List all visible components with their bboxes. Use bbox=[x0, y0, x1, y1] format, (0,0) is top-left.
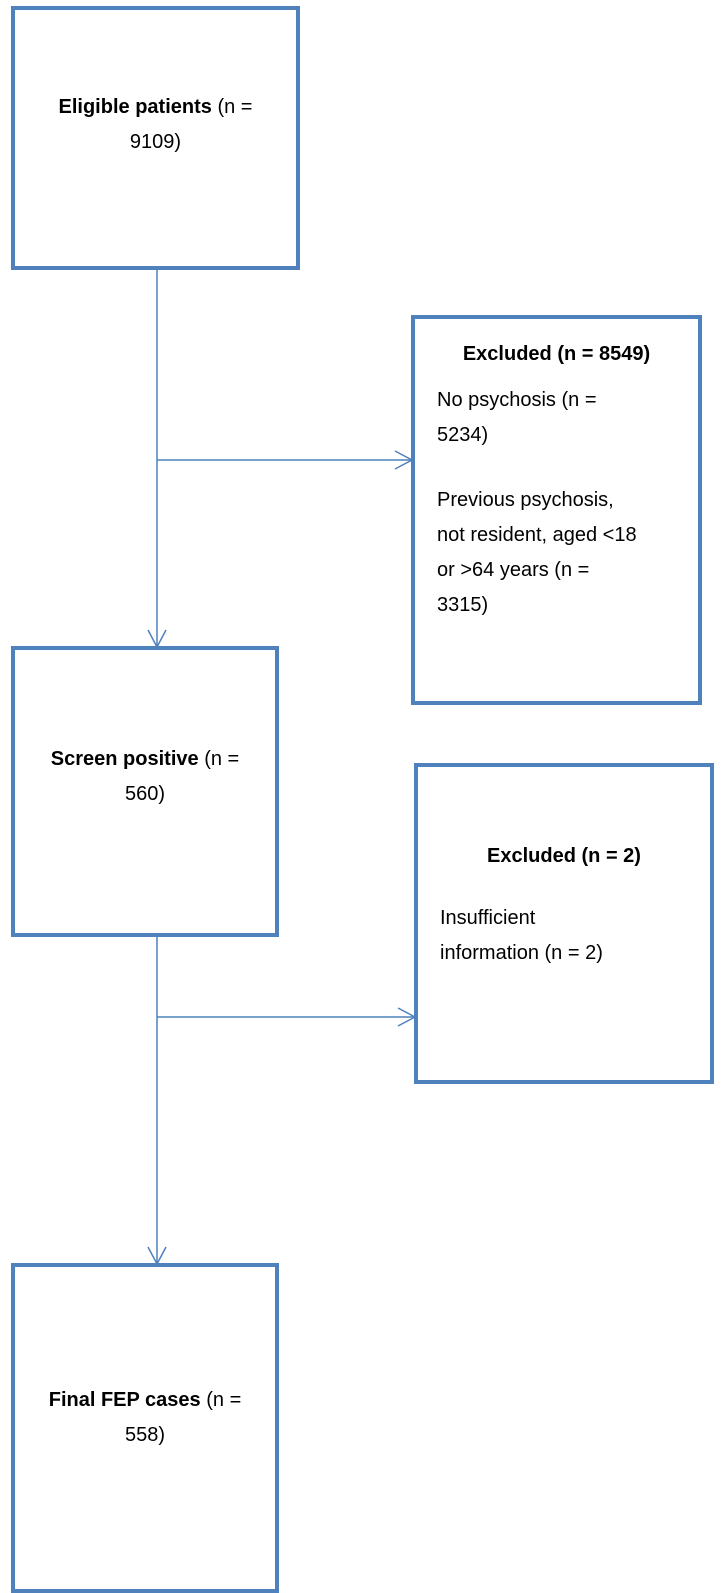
exclusion-list: Insufficient information (n = 2) bbox=[440, 901, 630, 1001]
node-bold: Screen positive bbox=[50, 748, 199, 770]
exclusion-title: Excluded (n = 8549) bbox=[462, 343, 651, 365]
node-text: (n = 558) bbox=[124, 1389, 242, 1446]
node-bold: Eligible patients bbox=[58, 96, 212, 118]
exclusion-title: Excluded (n = 2) bbox=[487, 845, 641, 867]
exclusion-list: No psychosis (n = 5234) Previous psychos… bbox=[437, 383, 642, 653]
exclusion-box: Excluded (n = 2) Insufficient informatio… bbox=[414, 763, 714, 1084]
node-label: Screen positive (n = 560) bbox=[45, 742, 245, 812]
node-label: Eligible patients (n = 9109) bbox=[51, 90, 261, 160]
node-text: (n = 560) bbox=[124, 748, 240, 805]
node-text: (n = 9109) bbox=[129, 96, 253, 153]
exclusion-box: Excluded (n = 8549) No psychosis (n = 52… bbox=[411, 315, 702, 705]
exclusion-item: Previous psychosis, not resident, aged <… bbox=[437, 489, 637, 616]
node-label: Final FEP cases (n = 558) bbox=[45, 1383, 245, 1453]
node-box: Eligible patients (n = 9109) bbox=[11, 6, 300, 270]
node-box: Final FEP cases (n = 558) bbox=[11, 1263, 279, 1593]
node-bold: Final FEP cases bbox=[48, 1389, 201, 1411]
exclusion-item: No psychosis (n = 5234) bbox=[437, 389, 597, 446]
node-box: Screen positive (n = 560) bbox=[11, 646, 279, 937]
exclusion-item: Insufficient information (n = 2) bbox=[440, 907, 603, 964]
